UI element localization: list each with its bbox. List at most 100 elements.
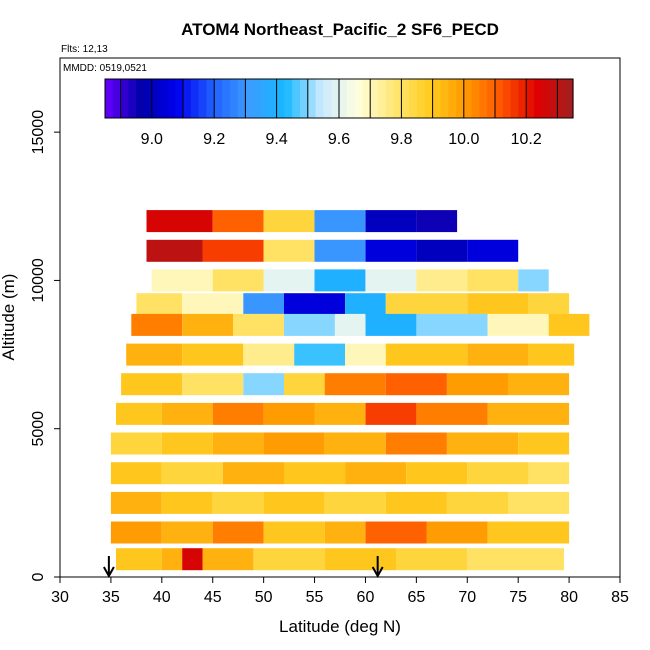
colorbar-swatch bbox=[167, 79, 176, 118]
heat-cell-row6-4 bbox=[324, 373, 386, 396]
heat-cell-row1-5 bbox=[416, 239, 468, 262]
colorbar-swatch bbox=[409, 79, 418, 118]
heat-cell-row11-2 bbox=[212, 521, 264, 544]
colorbar-tick-label: 10.0 bbox=[448, 131, 479, 148]
heat-cell-row7-0 bbox=[116, 402, 162, 425]
heat-cell-row9-5 bbox=[406, 462, 468, 485]
x-tick-label: 35 bbox=[102, 589, 120, 606]
heat-cell-row0-4 bbox=[365, 210, 417, 233]
colorbar-swatch bbox=[136, 79, 145, 118]
heat-cell-row0-5 bbox=[416, 210, 458, 233]
colorbar-swatch bbox=[378, 79, 387, 118]
heat-cell-row10-7 bbox=[508, 491, 570, 514]
heat-cell-row6-2 bbox=[243, 373, 284, 396]
heat-cell-row4-5 bbox=[365, 313, 417, 336]
colorbar-swatch bbox=[292, 79, 301, 118]
heat-cell-row9-3 bbox=[284, 462, 346, 485]
heat-cell-row1-0 bbox=[146, 239, 203, 262]
heat-cell-row7-3 bbox=[263, 402, 315, 425]
colorbar-swatch bbox=[144, 79, 153, 118]
colorbar-swatch bbox=[541, 79, 551, 118]
heat-cell-row7-4 bbox=[314, 402, 366, 425]
heat-cell-row8-4 bbox=[324, 432, 386, 455]
heat-cell-row11-6 bbox=[426, 521, 488, 544]
colorbar-swatch bbox=[440, 79, 449, 118]
colorbar-swatch bbox=[362, 79, 371, 118]
heat-cell-row2-0 bbox=[151, 269, 213, 292]
heat-cell-row12-3 bbox=[202, 548, 254, 571]
colorbar-swatch bbox=[307, 79, 317, 118]
colorbar-swatch bbox=[284, 79, 293, 118]
colorbar-swatch bbox=[565, 79, 574, 118]
heat-cell-row0-2 bbox=[263, 210, 315, 233]
heat-cell-row4-1 bbox=[182, 313, 234, 336]
heat-cell-row6-7 bbox=[508, 373, 570, 396]
heat-cell-row9-7 bbox=[528, 462, 570, 485]
heat-cell-row11-7 bbox=[487, 521, 570, 544]
colorbar-tick-label: 10.2 bbox=[511, 131, 542, 148]
x-tick-label: 30 bbox=[51, 589, 69, 606]
colorbar-tick-label: 9.2 bbox=[203, 131, 225, 148]
heat-cell-row2-1 bbox=[212, 269, 264, 292]
colorbar-swatch bbox=[487, 79, 496, 118]
heat-cell-row1-6 bbox=[467, 239, 519, 262]
heat-cell-row5-2 bbox=[243, 343, 295, 366]
heat-cell-row8-5 bbox=[385, 432, 447, 455]
heat-cell-row2-3 bbox=[314, 269, 366, 292]
colorbar-swatch bbox=[346, 79, 356, 118]
heat-cell-row5-1 bbox=[182, 343, 244, 366]
colorbar-tick-label: 9.6 bbox=[328, 131, 350, 148]
heat-cell-row4-4 bbox=[334, 313, 366, 336]
colorbar-swatch bbox=[190, 79, 200, 118]
colorbar-swatch bbox=[424, 79, 434, 118]
heat-cell-row12-6 bbox=[396, 548, 468, 571]
flights-label: Flts: 12,13 bbox=[61, 44, 108, 55]
heat-cell-row9-4 bbox=[345, 462, 407, 485]
heat-cell-row9-1 bbox=[161, 462, 223, 485]
colorbar-swatch bbox=[557, 79, 566, 118]
colorbar-swatch bbox=[526, 79, 535, 118]
heat-cell-row5-0 bbox=[126, 343, 183, 366]
heat-cell-row6-1 bbox=[182, 373, 244, 396]
colorbar-tick-label: 9.4 bbox=[265, 131, 287, 148]
heat-cell-row2-4 bbox=[365, 269, 417, 292]
heat-cell-row1-4 bbox=[365, 239, 417, 262]
x-tick-label: 75 bbox=[509, 589, 527, 606]
heat-cell-row3-7 bbox=[528, 293, 570, 316]
heat-cell-row2-6 bbox=[467, 269, 519, 292]
y-tick-label: 0 bbox=[30, 572, 47, 581]
heat-cell-row5-3 bbox=[294, 343, 346, 366]
heat-cell-row12-5 bbox=[324, 548, 396, 571]
heat-cell-row6-3 bbox=[284, 373, 325, 396]
arrow-head bbox=[371, 566, 384, 579]
heat-cell-row10-1 bbox=[161, 491, 213, 514]
x-tick-label: 45 bbox=[204, 589, 222, 606]
x-tick-label: 65 bbox=[407, 589, 425, 606]
heat-cell-row6-6 bbox=[446, 373, 508, 396]
arrow-head bbox=[102, 566, 115, 579]
heat-cell-row8-6 bbox=[446, 432, 519, 455]
heat-cell-row10-4 bbox=[324, 491, 386, 514]
heat-cell-row4-6 bbox=[416, 313, 488, 336]
colorbar-swatch bbox=[128, 79, 137, 118]
colorbar-swatch bbox=[549, 79, 558, 118]
heat-cell-row4-0 bbox=[131, 313, 183, 336]
heat-cell-row4-7 bbox=[487, 313, 549, 336]
colorbar-swatch bbox=[471, 79, 480, 118]
x-tick-label: 40 bbox=[153, 589, 171, 606]
heat-cell-row4-2 bbox=[233, 313, 284, 336]
heat-cell-row7-6 bbox=[416, 402, 488, 425]
heat-cell-row3-4 bbox=[345, 293, 386, 316]
x-tick-label: 55 bbox=[306, 589, 324, 606]
colorbar-swatch bbox=[339, 79, 348, 118]
heat-cell-row10-5 bbox=[385, 491, 447, 514]
heat-cell-row7-5 bbox=[365, 402, 417, 425]
heat-cell-row3-5 bbox=[385, 293, 468, 316]
colorbar-swatch bbox=[175, 79, 184, 118]
colorbar-swatch bbox=[385, 79, 395, 118]
colorbar-swatch bbox=[183, 79, 192, 118]
heat-cell-row12-4 bbox=[253, 548, 325, 571]
y-axis: 0 5000 10000 15000 bbox=[30, 110, 60, 581]
colorbar-swatch bbox=[300, 79, 309, 118]
